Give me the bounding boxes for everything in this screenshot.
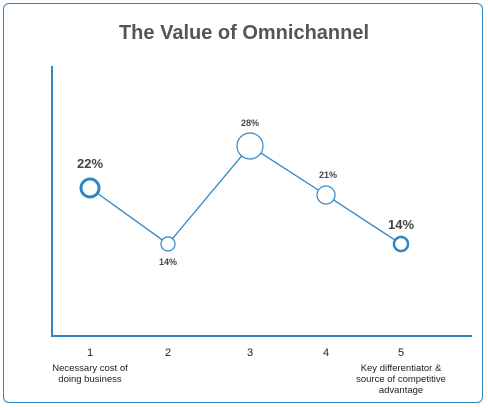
x-tick-sublabel: Necessary cost of: [52, 363, 128, 374]
data-label: 22%: [77, 156, 103, 171]
data-label: 28%: [241, 118, 259, 128]
x-tick-sublabel: doing business: [58, 374, 122, 385]
x-tick-sublabel: Key differentiator &: [361, 363, 442, 374]
chart-title: The Value of Omnichannel: [118, 22, 370, 44]
data-label: 14%: [388, 217, 414, 232]
data-point: [392, 235, 410, 253]
series-segment: [260, 152, 319, 191]
data-point: [236, 132, 264, 160]
data-label: 14%: [159, 257, 177, 267]
x-tick-sublabel: source of competitive: [356, 374, 446, 385]
series-segment: [171, 155, 243, 240]
x-tick-label: 1: [87, 347, 93, 359]
data-point: [316, 185, 336, 205]
x-tick-sublabel: advantage: [379, 385, 423, 396]
x-tick-label: 4: [323, 347, 329, 359]
data-label: 21%: [319, 170, 337, 180]
series-segment: [96, 192, 163, 241]
x-tick-label: 5: [398, 347, 404, 359]
x-tick-label: 2: [165, 347, 171, 359]
data-point: [160, 236, 176, 252]
x-tick-label: 3: [247, 347, 253, 359]
data-point: [79, 177, 101, 199]
series-segment: [333, 199, 396, 241]
